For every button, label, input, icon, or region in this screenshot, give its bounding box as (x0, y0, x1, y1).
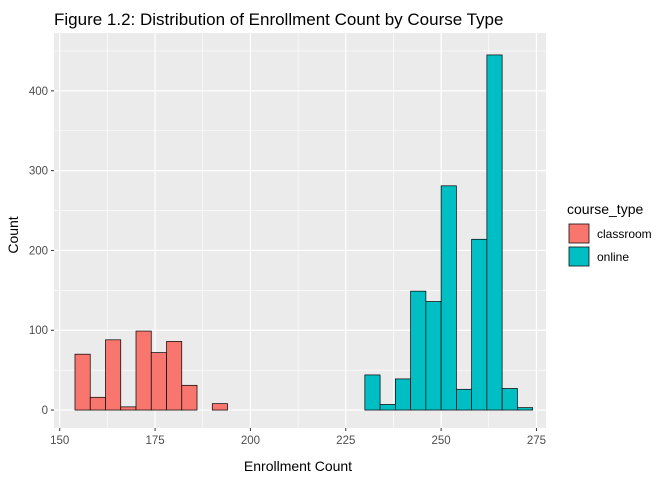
legend-title: course_type (567, 201, 643, 217)
x-tick-label: 225 (336, 435, 355, 447)
x-tick-label: 250 (432, 435, 451, 447)
bar-online (425, 301, 442, 411)
x-tick-label: 275 (527, 435, 546, 447)
bar-online (440, 185, 457, 411)
chart-title: Figure 1.2: Distribution of Enrollment C… (54, 10, 503, 29)
bars (74, 54, 534, 411)
y-axis-title: Count (5, 216, 21, 253)
legend-swatch-classroom (568, 223, 590, 244)
y-tick-label: 0 (42, 405, 48, 417)
bar-online (501, 388, 518, 411)
bar-online (471, 238, 488, 411)
bar-classroom (74, 353, 91, 411)
y-tick-label: 400 (29, 86, 48, 98)
y-tick-label: 200 (29, 245, 48, 257)
x-tick-label: 175 (145, 435, 164, 447)
bar-classroom (135, 330, 152, 411)
x-axis-title: Enrollment Count (244, 458, 352, 474)
x-tick-label: 200 (241, 435, 260, 447)
legend: course_type classroom online (567, 201, 652, 267)
bar-classroom (181, 384, 198, 411)
legend-label-online: online (597, 250, 629, 264)
y-axis-ticks: 0 100 200 300 400 (29, 86, 54, 417)
legend-swatch-online (568, 246, 590, 267)
y-tick-label: 300 (29, 166, 48, 178)
bar-online (379, 404, 396, 411)
bar-online (394, 378, 411, 411)
bar-classroom (150, 352, 167, 411)
bar-classroom (166, 341, 183, 411)
bar-classroom (89, 396, 106, 411)
bar-online (410, 290, 427, 411)
bar-classroom (120, 406, 137, 411)
x-axis-ticks: 150 175 200 225 250 275 (50, 428, 546, 447)
bar-online (517, 407, 534, 411)
bar-online (456, 388, 472, 411)
bar-classroom (105, 339, 122, 411)
y-tick-label: 100 (29, 325, 48, 337)
bar-classroom (211, 403, 228, 411)
x-tick-label: 150 (50, 435, 69, 447)
bar-online (364, 374, 381, 411)
legend-label-classroom: classroom (597, 227, 652, 241)
bar-online (486, 54, 503, 411)
